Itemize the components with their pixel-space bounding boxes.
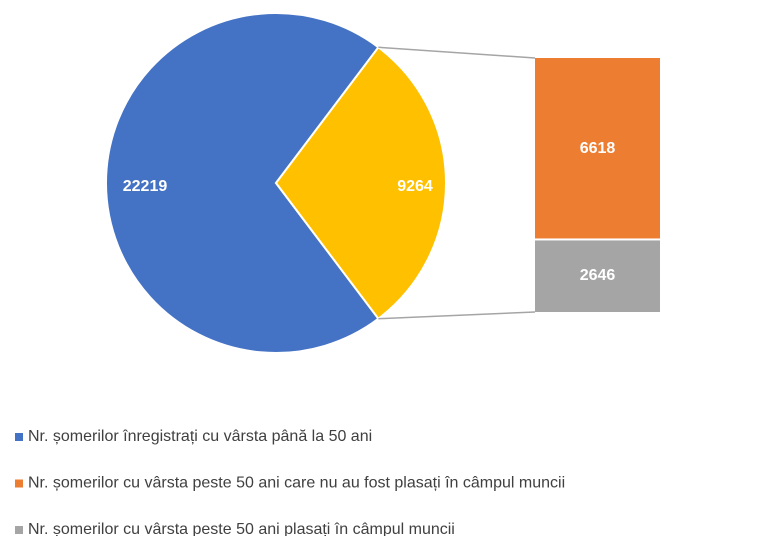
legend-swatch <box>15 433 23 441</box>
data-label: 6618 <box>580 140 616 157</box>
legend-swatch <box>15 526 23 534</box>
legend-swatch <box>15 479 23 488</box>
legend-label: Nr. șomerilor cu vârsta peste 50 ani car… <box>28 475 565 492</box>
connector-line <box>378 311 536 320</box>
data-label: 2646 <box>580 267 616 284</box>
legend-label: Nr. șomerilor cu vârsta peste 50 ani pla… <box>28 521 455 536</box>
legend-label: Nr. șomerilor înregistrați cu vârsta pân… <box>28 428 372 445</box>
bar-segment <box>535 58 660 239</box>
data-label: 22219 <box>123 178 168 195</box>
bar-segment <box>535 240 660 312</box>
pie-slice <box>105 12 380 354</box>
data-label: 9264 <box>397 178 433 195</box>
connector-line <box>378 46 536 59</box>
pie-slice <box>274 45 447 321</box>
